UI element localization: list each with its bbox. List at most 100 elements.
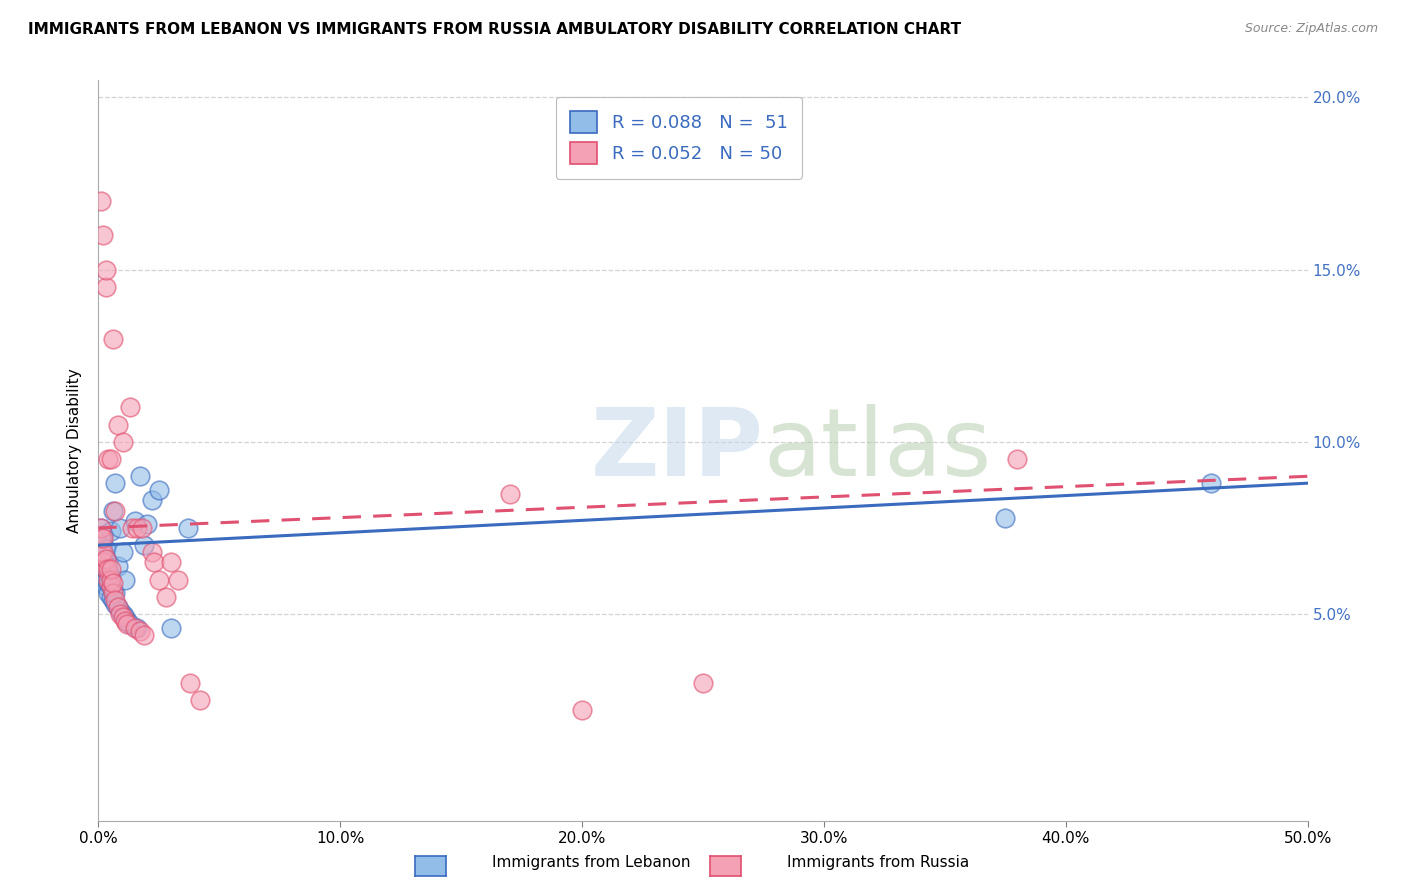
Point [104, 504, 127, 518]
Point [188, 693, 211, 707]
Point [160, 621, 183, 635]
Point [121, 521, 143, 535]
Text: Immigrants from Russia: Immigrants from Russia [787, 855, 970, 870]
Point [100, 569, 122, 583]
Point [91, 228, 114, 243]
Point [1199, 476, 1222, 491]
Point [160, 555, 183, 569]
Point [97, 452, 120, 467]
Point [179, 676, 201, 690]
Point [117, 617, 139, 632]
Point [124, 514, 146, 528]
Point [100, 524, 122, 539]
Point [107, 558, 129, 573]
Point [90, 538, 112, 552]
Point [1007, 452, 1029, 467]
Point [101, 582, 124, 597]
Point [128, 624, 150, 639]
Point [111, 434, 134, 449]
Point [114, 573, 136, 587]
Point [114, 610, 136, 624]
Point [148, 483, 170, 497]
Point [111, 607, 134, 621]
Point [571, 703, 593, 717]
Point [155, 590, 177, 604]
Point [100, 579, 122, 593]
Point [94, 552, 117, 566]
Point [692, 676, 714, 690]
Point [498, 486, 520, 500]
Y-axis label: Ambulatory Disability: Ambulatory Disability [67, 368, 83, 533]
Point [107, 600, 129, 615]
Point [148, 573, 170, 587]
Point [134, 538, 156, 552]
Point [91, 531, 114, 545]
Point [90, 545, 112, 559]
Point [101, 593, 124, 607]
Point [101, 586, 124, 600]
Text: ZIP: ZIP [591, 404, 763, 497]
Point [97, 555, 120, 569]
Text: IMMIGRANTS FROM LEBANON VS IMMIGRANTS FROM RUSSIA AMBULATORY DISABILITY CORRELAT: IMMIGRANTS FROM LEBANON VS IMMIGRANTS FR… [28, 22, 962, 37]
Point [91, 573, 114, 587]
Point [131, 521, 153, 535]
Point [104, 597, 127, 611]
Point [91, 545, 114, 559]
Point [104, 476, 127, 491]
Point [101, 576, 124, 591]
Point [90, 545, 112, 559]
Point [107, 417, 129, 432]
Point [91, 528, 114, 542]
Point [141, 493, 163, 508]
Point [90, 555, 112, 569]
Point [107, 600, 129, 615]
Point [143, 555, 166, 569]
Point [94, 562, 117, 576]
Point [97, 586, 120, 600]
Point [90, 521, 112, 535]
Point [167, 573, 190, 587]
Point [100, 579, 122, 593]
Legend: R = 0.088   N =  51, R = 0.052   N = 50: R = 0.088 N = 51, R = 0.052 N = 50 [555, 96, 801, 178]
Point [91, 555, 114, 569]
Point [91, 538, 114, 552]
Point [91, 545, 114, 559]
Point [101, 504, 124, 518]
Point [108, 521, 131, 535]
Point [94, 262, 117, 277]
Point [124, 621, 146, 635]
Point [118, 401, 141, 415]
Point [111, 610, 134, 624]
Text: atlas: atlas [763, 404, 991, 497]
Point [97, 566, 120, 580]
Point [111, 545, 134, 559]
Point [104, 593, 127, 607]
Point [135, 517, 157, 532]
Point [108, 604, 131, 618]
Point [117, 614, 139, 628]
Point [91, 566, 114, 580]
Point [101, 332, 124, 346]
Point [100, 590, 122, 604]
Point [100, 573, 122, 587]
Point [108, 607, 131, 621]
Point [90, 194, 112, 208]
Point [100, 562, 122, 576]
Point [127, 521, 149, 535]
Point [134, 628, 156, 642]
Point [994, 510, 1017, 524]
Point [94, 562, 117, 576]
Point [90, 521, 112, 535]
Point [90, 531, 112, 545]
Point [90, 531, 112, 545]
Text: Source: ZipAtlas.com: Source: ZipAtlas.com [1244, 22, 1378, 36]
Point [97, 576, 120, 591]
Point [94, 552, 117, 566]
Point [94, 280, 117, 294]
Point [118, 617, 141, 632]
Point [94, 541, 117, 556]
Point [127, 621, 149, 635]
Point [94, 573, 117, 587]
Point [97, 562, 120, 576]
Point [177, 521, 200, 535]
